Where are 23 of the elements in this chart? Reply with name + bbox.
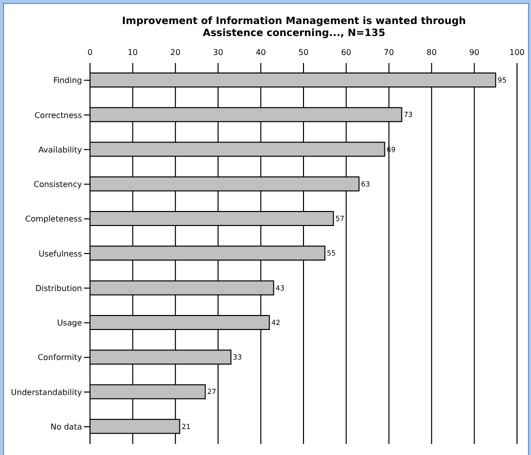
y-tick-label: Consistency (34, 180, 82, 190)
y-tick-label: Usefulness (38, 249, 82, 258)
x-tick-label: 80 (426, 48, 437, 57)
y-tick-label: Availability (38, 145, 82, 154)
x-tick-label: 30 (213, 48, 224, 57)
y-tick-label: Correctness (34, 110, 82, 120)
x-tick-label: 20 (170, 48, 180, 57)
x-tick-label: 90 (469, 48, 480, 57)
y-tick-label: Usage (57, 318, 82, 328)
x-tick-label: 10 (128, 48, 138, 57)
y-tick-label: Understandability (10, 388, 82, 397)
y-tick-label: Conformity (38, 353, 82, 362)
x-tick-label: 100 (509, 48, 525, 57)
x-tick-label: 50 (298, 48, 309, 57)
y-tick-label: Finding (53, 76, 82, 86)
y-tick-label: No data (50, 422, 82, 432)
y-tick-label: Distribution (35, 284, 82, 293)
y-tick-label: Completeness (25, 214, 82, 224)
x-tick-label: 0 (87, 48, 93, 57)
chart-title: Improvement of Information Management is wanted through Assistence concerning..., N=135 (121, 16, 467, 40)
x-tick-label: 60 (341, 48, 352, 57)
x-tick-label: 70 (384, 48, 394, 57)
x-tick-label: 40 (256, 48, 266, 57)
